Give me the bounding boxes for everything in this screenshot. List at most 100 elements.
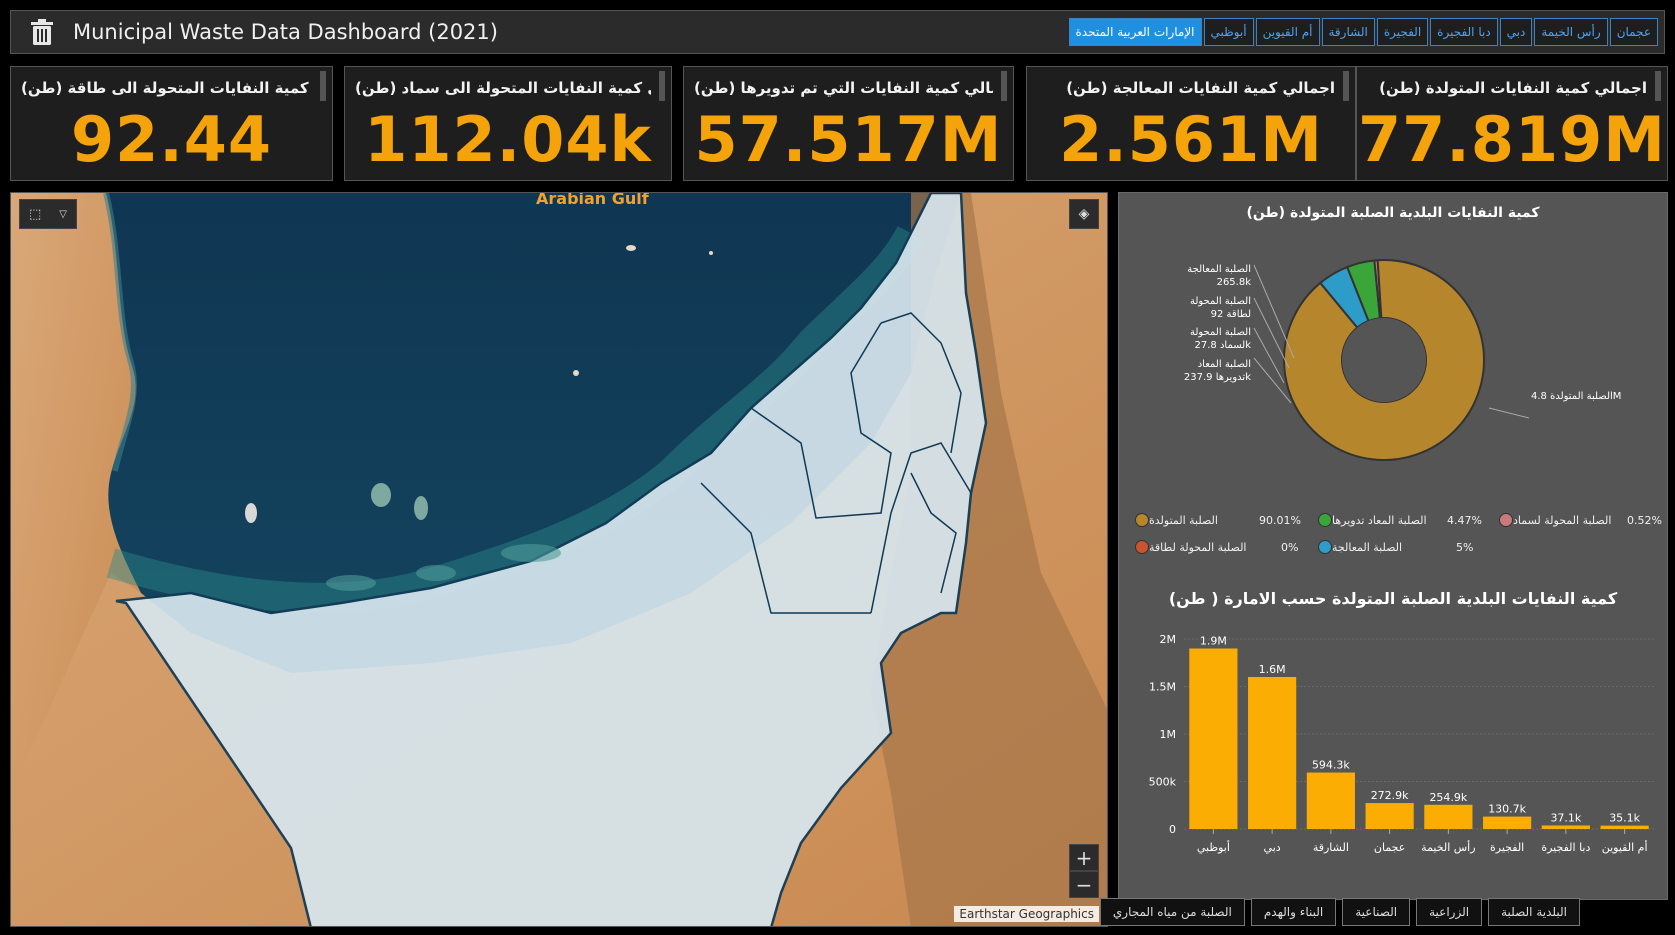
legend-pct: 0% (1281, 541, 1299, 554)
select-tool-button[interactable]: ⬚ ▽ (19, 199, 77, 229)
kpi-treated: اجمالي كمية النفايات المعالجة (طن) 2.561… (1026, 66, 1356, 181)
zoom-in-button[interactable]: + (1069, 844, 1099, 871)
tab-dibba-fujairah[interactable]: دبا الفجيرة (1430, 18, 1498, 46)
bar-data-label: 594.3k (1312, 759, 1350, 772)
tab-sewage-solids[interactable]: الصلبة من مياه المجاري (1099, 898, 1245, 926)
legend-swatch (1499, 513, 1513, 527)
bar[interactable] (1541, 825, 1590, 829)
x-tick-label: عجمان (1374, 841, 1405, 854)
kpi-scrollbar[interactable] (1343, 71, 1349, 101)
donut-callout-treated: الصلبة المعالجة 265.8k (1139, 263, 1251, 289)
kpi-label: اجمالي كمية النفايات التي تم تدويرها (طن… (694, 79, 993, 97)
emirate-selector: عجمان رأس الخيمة دبي دبا الفجيرة الفجيرة… (1067, 18, 1658, 46)
kpi-value: 57.517M (694, 103, 1003, 176)
bar-chart[interactable]: 0 500k 1M 1.5M 2M 1.9M أبوظبي 1.6M دبي 594.3k الشا… (1119, 619, 1669, 919)
legend-generated[interactable]: الصلبة المتولدة (1129, 513, 1218, 527)
legend-label: الصلبة المحولة لسماد (1513, 513, 1612, 527)
bar-data-label: 272.9k (1371, 789, 1409, 802)
kpi-scrollbar[interactable] (659, 71, 665, 101)
bar[interactable] (1483, 816, 1532, 829)
tab-agricultural[interactable]: الزراعية (1416, 898, 1483, 926)
tab-ras-al-khaimah[interactable]: رأس الخيمة (1534, 18, 1608, 46)
donut-callout-compost: الصلبة المحولة لسماد 27.8k (1139, 326, 1251, 352)
dashboard-header: Municipal Waste Data Dashboard (2021) عج… (10, 10, 1665, 54)
legend-label: الصلبة المعالجة (1332, 540, 1403, 554)
x-tick-label: دبي (1264, 841, 1281, 854)
callout-value: لسماد 27.8k (1194, 340, 1252, 351)
kpi-compost: اجمالي كمية النفايات المتحولة الى سماد (… (344, 66, 672, 181)
donut-callout-generated: الصلبة المتولدة 4.8M (1531, 391, 1622, 402)
tab-uae[interactable]: الإمارات العربية المتحدة (1068, 18, 1202, 46)
donut-chart[interactable] (1119, 233, 1669, 533)
x-tick-label: دبا الفجيرة (1541, 841, 1590, 854)
tab-municipal-solid[interactable]: البلدية الصلبة (1488, 898, 1580, 926)
x-tick-label: أم القيوين (1602, 840, 1648, 854)
trash-icon (31, 19, 53, 45)
tab-ajman[interactable]: عجمان (1609, 18, 1658, 46)
legend-pct: 0.52% (1627, 514, 1662, 527)
bar-data-label: 254.9k (1429, 791, 1467, 804)
callout-line: الصلبة المحولة (1189, 296, 1251, 307)
kpi-scrollbar[interactable] (1001, 71, 1007, 101)
uae-map[interactable]: Arabian Gulf ⬚ ▽ ◈ + − Earthstar Geograp… (10, 192, 1108, 927)
x-tick-label: الشارقة (1313, 841, 1349, 854)
kpi-value: 77.819M (1358, 103, 1666, 176)
y-tick-label: 1.5M (1149, 681, 1176, 694)
tab-abu-dhabi[interactable]: أبوظبي (1203, 18, 1254, 46)
tab-fujairah[interactable]: الفجيرة (1376, 18, 1429, 46)
y-tick-label: 500k (1149, 776, 1177, 789)
tab-construction[interactable]: البناء والهدم (1250, 898, 1337, 926)
y-tick-label: 2M (1160, 633, 1177, 646)
tab-sharjah[interactable]: الشارقة (1321, 18, 1375, 46)
layers-button[interactable]: ◈ (1069, 199, 1099, 229)
legend-swatch (1135, 540, 1149, 554)
bar[interactable] (1424, 804, 1473, 829)
legend-swatch (1318, 513, 1332, 527)
kpi-value: 92.44 (70, 103, 273, 176)
legend-pct: 5% (1456, 541, 1474, 554)
legend-pct: 4.47% (1447, 514, 1482, 527)
legend-treated[interactable]: الصلبة المعالجة (1312, 540, 1402, 554)
callout-value: 265.8k (1216, 277, 1251, 288)
bar-data-label: 130.7k (1488, 803, 1526, 816)
water-label: Arabian Gulf (536, 192, 649, 208)
legend-label: الصلبة المعاد تدويرها (1332, 513, 1427, 527)
bar[interactable] (1365, 803, 1414, 829)
kpi-scrollbar[interactable] (320, 71, 326, 101)
bar[interactable] (1189, 648, 1238, 830)
map-attribution[interactable]: Earthstar Geographics (954, 906, 1099, 922)
kpi-scrollbar[interactable] (1655, 71, 1661, 101)
charts-panel: كمية النفايات البلدية الصلبة المتولدة (ط… (1118, 192, 1668, 900)
legend-recycled[interactable]: الصلبة المعاد تدويرها (1312, 513, 1427, 527)
x-tick-label: الفجيرة (1490, 841, 1524, 854)
kpi-value: 2.561M (1059, 103, 1323, 176)
legend-pct: 90.01% (1259, 514, 1301, 527)
zoom-out-button[interactable]: − (1069, 871, 1099, 898)
select-icon: ⬚ (29, 206, 42, 222)
kpi-energy: اجمالي كمية النفايات المتحولة الى طاقة (… (10, 66, 333, 181)
legend-energy[interactable]: الصلبة المحولة لطاقة (1129, 540, 1246, 554)
tab-industrial[interactable]: الصناعية (1342, 898, 1411, 926)
bar[interactable] (1306, 772, 1355, 829)
tab-dubai[interactable]: دبي (1499, 18, 1533, 46)
kpi-generated: اجمالي كمية النفايات المتولدة (طن) 77.81… (1356, 66, 1668, 181)
callout-line: الصلبة المعاد (1197, 359, 1251, 370)
dashboard-title: Municipal Waste Data Dashboard (2021) (73, 20, 498, 44)
tab-umm-al-quwain[interactable]: أم القيوين (1255, 18, 1320, 46)
bar-data-label: 1.6M (1259, 663, 1286, 676)
bar[interactable] (1248, 677, 1297, 829)
donut-callout-energy: الصلبة المحولة لطاقة 92 (1139, 295, 1251, 321)
kpi-label: اجمالي كمية النفايات المتحولة الى طاقة (… (21, 79, 312, 97)
bar-chart-title: كمية النفايات البلدية الصلبة المتولدة حس… (1168, 589, 1618, 608)
callout-value: تدويرها 237.9k (1183, 372, 1251, 383)
map-canvas[interactable] (11, 193, 1108, 927)
callout-line: الصلبة المعالجة (1187, 264, 1251, 275)
y-tick-label: 1M (1160, 728, 1177, 741)
chevron-down-icon: ▽ (59, 208, 67, 220)
donut-hole (1342, 318, 1426, 402)
layers-icon: ◈ (1078, 206, 1090, 222)
kpi-label: اجمالي كمية النفايات المتولدة (طن) (1379, 79, 1647, 97)
legend-compost[interactable]: الصلبة المحولة لسماد (1493, 513, 1611, 527)
bar[interactable] (1600, 825, 1649, 829)
bar-data-label: 1.9M (1200, 635, 1227, 648)
